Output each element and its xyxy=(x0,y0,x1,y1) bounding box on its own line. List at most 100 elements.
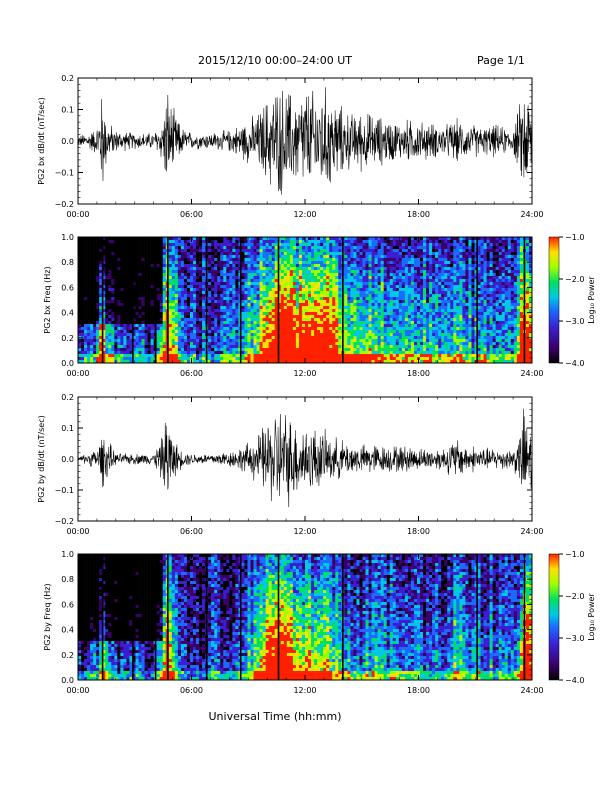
spectrogram-cell xyxy=(347,270,351,274)
spectrogram-cell xyxy=(247,279,251,283)
spectrogram-cell xyxy=(253,312,257,316)
spectrogram-cell xyxy=(111,339,115,343)
spectrogram-cell xyxy=(186,345,191,349)
spectrogram-cell xyxy=(280,348,285,352)
spectrogram-cell xyxy=(114,252,118,256)
spectrogram-cell xyxy=(193,330,197,334)
spectrogram-cell xyxy=(259,294,263,298)
spectrogram-cell xyxy=(244,333,248,337)
spectrogram-cell xyxy=(150,294,154,298)
spectrogram-cell xyxy=(150,261,154,265)
spectrogram-cell xyxy=(247,357,251,361)
spectrogram-cell xyxy=(383,270,388,274)
spectrogram-cell xyxy=(365,315,369,319)
spectrogram-cell xyxy=(413,360,418,364)
spectrogram-cell xyxy=(177,285,182,289)
spectrogram-cell xyxy=(274,264,279,268)
spectrogram-cell xyxy=(135,267,139,271)
spectrogram-cell xyxy=(398,351,403,355)
spectrogram-cell xyxy=(392,240,397,244)
spectrogram-cell xyxy=(156,294,161,298)
spectrogram-cell xyxy=(308,240,312,244)
spectrogram-cell xyxy=(156,312,161,316)
spectrogram-cell xyxy=(420,330,424,334)
spectrogram-cell xyxy=(78,255,82,259)
spectrogram-cell xyxy=(186,294,191,298)
spectrogram-cell xyxy=(380,270,384,274)
spectrogram-cell xyxy=(362,258,366,262)
spectrogram-cell xyxy=(344,246,348,250)
spectrogram-cell xyxy=(214,270,218,274)
spectrogram-cell xyxy=(365,330,369,334)
spectrogram-cell xyxy=(407,285,412,289)
spectrogram-cell xyxy=(286,351,291,355)
spectrogram-cell xyxy=(189,333,194,337)
spectrogram-cell xyxy=(335,306,339,310)
spectrogram-cell xyxy=(329,252,333,256)
spectrogram-cell xyxy=(132,342,136,346)
spectrogram-cell xyxy=(256,297,260,301)
spectrogram-cell xyxy=(226,243,230,247)
spectrogram-cell xyxy=(183,303,188,307)
spectrogram-cell xyxy=(423,291,427,295)
spectrogram-cell xyxy=(353,267,357,271)
spectrogram-cell xyxy=(177,327,182,331)
spectrogram-cell xyxy=(426,330,430,334)
spectrogram-cell xyxy=(84,279,88,283)
spectrogram-cell xyxy=(383,255,388,259)
spectrogram-cell xyxy=(208,246,212,250)
spectrogram-cell xyxy=(301,339,306,343)
spectrogram-cell xyxy=(305,288,309,292)
spectrogram-cell xyxy=(329,297,333,301)
spectrogram-cell xyxy=(135,309,139,313)
spectrogram-cell xyxy=(286,330,291,334)
spectrogram-cell xyxy=(180,309,185,313)
spectrogram-cell xyxy=(102,273,106,277)
spectrogram-cell xyxy=(138,354,142,358)
spectrogram-cell xyxy=(199,327,203,331)
spectrogram-cell xyxy=(138,294,142,298)
spectrogram-cell xyxy=(241,345,245,349)
spectrogram-cell xyxy=(420,300,424,304)
spectrogram-cell xyxy=(144,339,148,343)
spectrogram-cell xyxy=(144,261,148,265)
spectrogram-cell xyxy=(196,273,200,277)
spectrogram-cell xyxy=(114,258,118,262)
spectrogram-cell xyxy=(129,339,133,343)
spectrogram-cell xyxy=(229,354,233,358)
spectrogram-cell xyxy=(404,318,409,322)
spectrogram-cell xyxy=(174,291,179,295)
spectrogram-cell xyxy=(386,279,391,283)
spectrogram-cell xyxy=(389,312,394,316)
spectrogram-cell xyxy=(398,270,403,274)
spectrogram-cell xyxy=(362,246,366,250)
spectrogram-cell xyxy=(78,294,82,298)
spectrogram-cell xyxy=(320,273,324,277)
spectrogram-cell xyxy=(123,321,127,325)
spectrogram-cell xyxy=(135,324,139,328)
spectrogram-cell xyxy=(274,351,279,355)
spectrogram-cell xyxy=(323,261,327,265)
spectrogram-cell xyxy=(268,333,273,337)
spectrogram-cell xyxy=(311,246,315,250)
spectrogram-cell xyxy=(253,252,257,256)
spectrogram-cell xyxy=(426,282,430,286)
spectrogram-cell xyxy=(283,273,288,277)
spectrogram-cell xyxy=(174,285,179,289)
spectrogram-cell xyxy=(123,306,127,310)
spectrogram-cell xyxy=(292,285,297,289)
spectrogram-cell xyxy=(247,297,251,301)
spectrogram-cell xyxy=(235,276,239,280)
spectrogram-cell xyxy=(84,237,88,241)
spectrogram-cell xyxy=(138,315,142,319)
spectrogram-cell xyxy=(353,339,357,343)
spectrogram-cell xyxy=(223,324,227,328)
spectrogram-cell xyxy=(365,288,369,292)
spectrogram-cell xyxy=(250,264,254,268)
spectrogram-cell xyxy=(371,357,375,361)
spectrogram-cell xyxy=(308,336,312,340)
spectrogram-cell xyxy=(232,312,236,316)
spectrogram-cell xyxy=(320,351,324,355)
spectrogram-cell xyxy=(135,345,139,349)
spectrogram-cell xyxy=(323,351,327,355)
